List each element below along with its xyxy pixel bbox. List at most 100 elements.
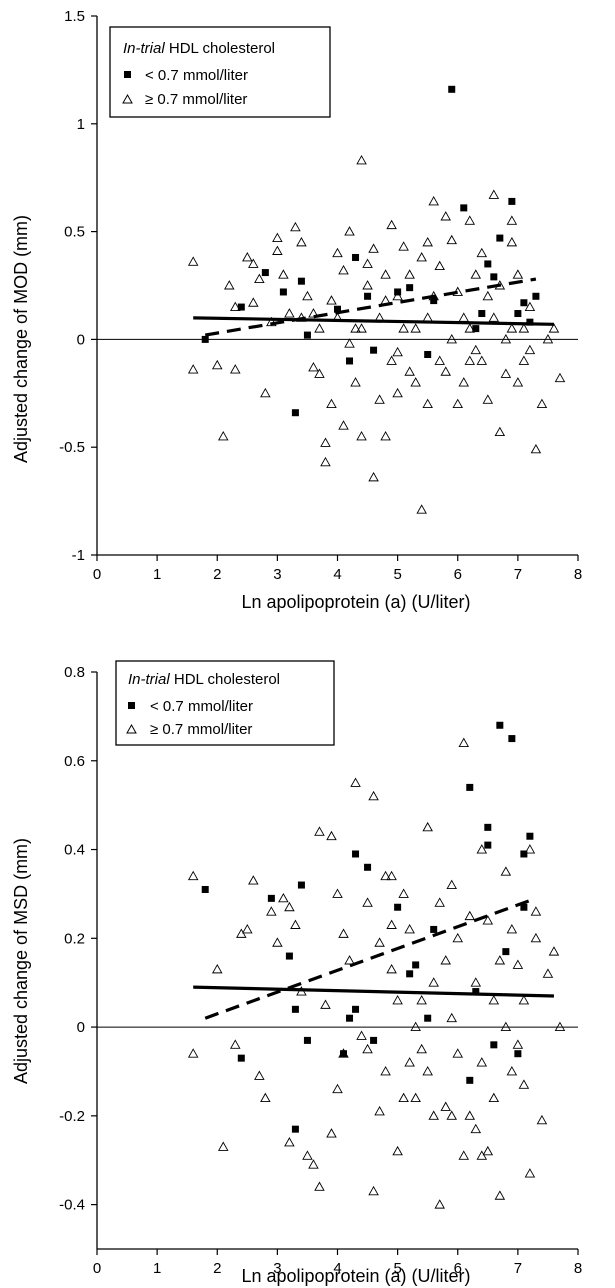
triangle-point	[356, 1030, 367, 1040]
triangle-point	[464, 910, 476, 921]
triangle-point	[211, 359, 223, 370]
triangle-point	[380, 269, 391, 279]
legend-item-high-hdl: ≥ 0.7 mmol/liter	[145, 91, 247, 108]
triangle-point	[464, 355, 476, 365]
triangle-point	[536, 1114, 548, 1125]
triangle-point	[248, 875, 259, 885]
fit-line-low-hdl	[204, 277, 537, 337]
triangle-point	[296, 236, 307, 247]
square-point	[303, 1036, 311, 1044]
x-tick-label: 2	[213, 566, 221, 583]
triangle-point	[434, 260, 445, 271]
x-tick-label: 6	[454, 1260, 462, 1277]
legend-item-high-hdl: ≥ 0.7 mmol/liter	[150, 721, 252, 738]
square-point	[514, 1050, 522, 1058]
triangle-point	[338, 420, 349, 430]
triangle-point	[410, 1092, 421, 1103]
chart-msd: -0.4 -0.2 0 0.2 0.4 0.6 0.8 0 1 2 3 4 5 6 7 8 In-trial …	[11, 660, 582, 1286]
triangle-point	[512, 959, 524, 969]
square-point	[460, 204, 468, 212]
triangle-point	[326, 295, 337, 305]
x-tick-label: 5	[393, 1260, 401, 1277]
triangle-point	[308, 362, 319, 372]
triangle-point	[272, 232, 283, 243]
triangle-point	[260, 387, 271, 398]
triangle-point	[434, 355, 445, 365]
triangle-point	[500, 866, 512, 876]
triangle-point	[422, 821, 433, 832]
square-point	[291, 409, 299, 417]
chart-mod: -1 -0.5 0 0.5 1 1.5 0 1 2 3 4 5 6 7 8 In-trial HDL cho…	[11, 8, 582, 612]
triangle-point	[482, 915, 494, 925]
triangle-point	[518, 995, 530, 1005]
triangle-point	[332, 888, 343, 898]
triangle-point	[476, 844, 488, 854]
x-axis-title: Ln apolipoprotein (a) (U/liter)	[241, 1266, 470, 1286]
triangle-point	[380, 870, 391, 881]
triangle-point	[326, 830, 337, 841]
x-tick-label: 4	[333, 1260, 341, 1277]
square-point	[508, 197, 516, 205]
square-point	[496, 721, 504, 729]
triangle-point	[434, 1199, 445, 1209]
triangle-point	[368, 471, 379, 482]
triangle-point	[386, 870, 397, 881]
triangle-point	[494, 955, 506, 965]
x-tick-label: 0	[93, 1260, 101, 1277]
fit-line-high-hdl	[193, 316, 554, 326]
triangle-point	[470, 344, 482, 355]
y-tick-label: 0.2	[64, 930, 85, 947]
triangle-point	[344, 338, 355, 348]
triangle-point	[446, 879, 458, 889]
square-point	[472, 988, 480, 996]
x-axis-title: Ln apolipoprotein (a) (U/liter)	[241, 592, 470, 612]
square-point	[466, 1076, 474, 1084]
triangle-point	[428, 1110, 439, 1120]
triangle-point	[518, 323, 530, 333]
triangle-point	[428, 195, 439, 206]
square-point	[346, 357, 354, 365]
triangle-point	[458, 377, 470, 387]
triangle-point	[458, 737, 470, 747]
square-point	[352, 253, 360, 261]
triangle-point	[422, 236, 433, 247]
triangle-point	[518, 355, 530, 365]
triangle-point	[356, 431, 367, 441]
triangle-point	[284, 308, 295, 318]
triangle-point	[506, 236, 518, 247]
triangle-point	[392, 387, 403, 398]
triangle-point	[404, 366, 415, 376]
triangle-point	[278, 892, 289, 903]
x-tick-label: 3	[273, 1260, 281, 1277]
triangle-point	[314, 1181, 325, 1191]
triangle-point	[398, 323, 409, 333]
square-point	[490, 273, 498, 281]
square-point	[297, 881, 305, 889]
y-tick-label: 0.6	[64, 753, 85, 770]
triangle-point	[428, 977, 439, 987]
triangle-point	[524, 301, 536, 312]
square-point	[430, 925, 438, 933]
square-point	[472, 325, 480, 333]
x-tick-label: 1	[153, 1260, 161, 1277]
triangle-point	[314, 368, 325, 378]
triangle-point	[512, 377, 524, 387]
triangle-point	[386, 219, 397, 230]
triangle-point	[326, 1128, 337, 1138]
triangle-point	[554, 372, 566, 383]
square-point	[424, 350, 432, 358]
triangle-point	[254, 1070, 265, 1080]
legend-title: In-trial HDL cholesterol	[128, 671, 280, 688]
triangle-point	[350, 377, 361, 387]
triangle-point	[380, 1066, 391, 1076]
square-point	[237, 303, 245, 311]
y-tick-label: 0.5	[64, 224, 85, 241]
triangle-point	[266, 906, 277, 916]
fit-line-high-hdl	[193, 985, 554, 998]
series-low-hdl	[201, 721, 534, 1133]
triangle-point	[187, 870, 199, 881]
triangle-point	[542, 333, 554, 344]
triangle-point	[374, 394, 385, 404]
triangle-point	[187, 364, 199, 374]
